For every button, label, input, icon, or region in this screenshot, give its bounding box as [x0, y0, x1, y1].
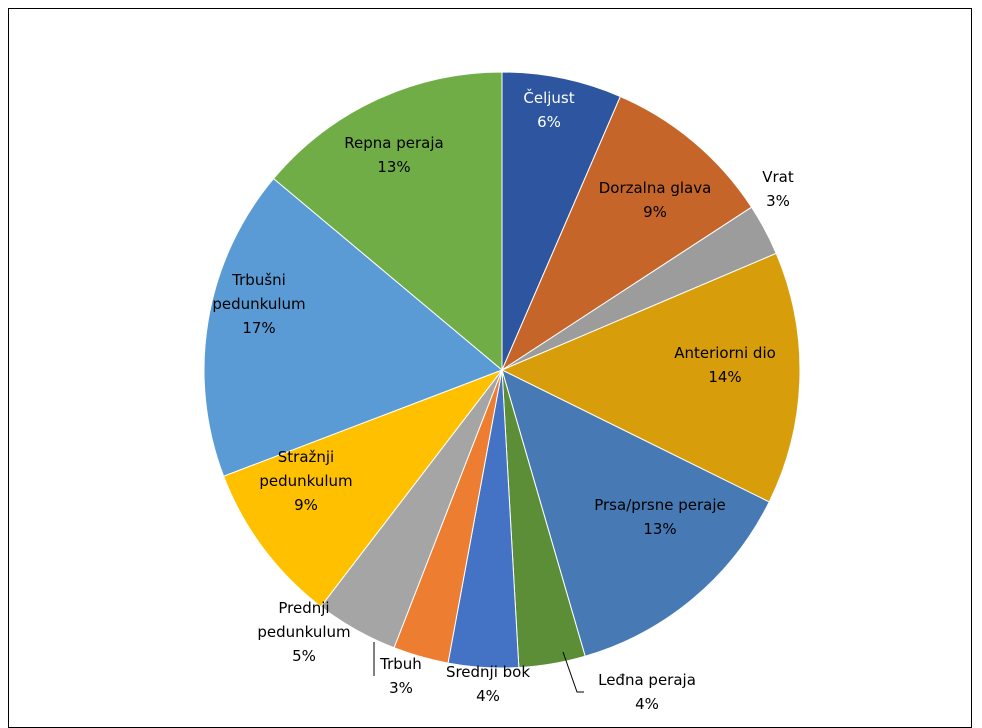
- slice-name: Dorzalna glava: [599, 179, 712, 197]
- slice-label: Prsa/prsne peraje 13%: [594, 496, 726, 538]
- slice-name: Trbušni: [231, 271, 286, 289]
- slice-label: Repna peraja 13%: [344, 134, 443, 176]
- pie-slice-prsa-prsne-peraje: [501, 369, 770, 657]
- pie-slices: [203, 71, 801, 669]
- slice-name: pedunkulum: [212, 295, 305, 313]
- slice-percent: 5%: [292, 647, 316, 665]
- slice-label: Srednji bok 4%: [446, 663, 530, 705]
- slice-percent: 4%: [476, 687, 500, 705]
- slice-name: Srednji bok: [446, 663, 530, 681]
- slice-label: Prednji pedunkulum 5%: [257, 599, 350, 665]
- slice-label: Stražnji pedunkulum 9%: [259, 448, 352, 514]
- slice-name: Stražnji: [278, 448, 334, 466]
- slice-percent: 17%: [242, 319, 275, 337]
- slice-name: Anteriorni dio: [674, 344, 776, 362]
- slice-name: Trbuh: [379, 655, 422, 673]
- slice-label: Trbuh 3%: [379, 655, 422, 697]
- pie-slice-stra-nji-pedunkulum: [222, 368, 504, 608]
- slice-name: Prednji: [278, 599, 329, 617]
- slice-name: pedunkulum: [257, 623, 350, 641]
- slice-percent: 9%: [294, 496, 318, 514]
- slice-label: Čeljust 6%: [523, 88, 574, 131]
- slice-name: Repna peraja: [344, 134, 443, 152]
- slice-label: Dorzalna glava 9%: [599, 179, 712, 221]
- slice-name: Vrat: [762, 168, 794, 186]
- slice-name: Leđna peraja: [598, 671, 696, 689]
- slice-percent: 3%: [389, 679, 413, 697]
- slice-percent: 3%: [766, 192, 790, 210]
- pie-slice-repna-peraja: [272, 71, 503, 372]
- slice-label: Leđna peraja 4%: [598, 671, 696, 713]
- slice-name: pedunkulum: [259, 472, 352, 490]
- pie-slice-trbu-ni-pedunkulum: [203, 177, 503, 477]
- slice-label: Vrat 3%: [762, 168, 794, 210]
- slice-percent: 13%: [377, 158, 410, 176]
- slice-name: Čeljust: [523, 88, 574, 107]
- slice-percent: 13%: [643, 520, 676, 538]
- pie-slice--eljust: [501, 71, 622, 371]
- slice-percent: 4%: [635, 695, 659, 713]
- pie-slice-dorzalna-glava: [500, 95, 753, 372]
- slice-label: Anteriorni dio 14%: [674, 344, 776, 386]
- pie-slice-anteriorni-dio: [500, 252, 801, 503]
- leader-line: [562, 651, 584, 693]
- slice-percent: 6%: [537, 113, 561, 131]
- slice-labels: Čeljust 6% Dorzalna glava 9% Vrat 3% Anteriorn…: [212, 88, 794, 713]
- slice-percent: 9%: [643, 203, 667, 221]
- leader-lines: [373, 642, 584, 693]
- slice-label: Trbušni pedunkulum 17%: [212, 271, 305, 337]
- slice-name: Prsa/prsne peraje: [594, 496, 726, 514]
- slice-percent: 14%: [708, 368, 741, 386]
